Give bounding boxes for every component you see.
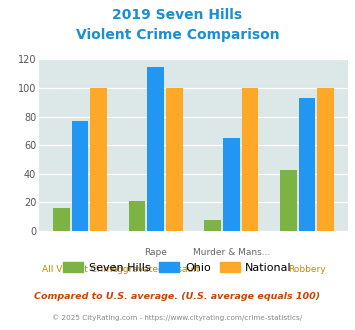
Text: Aggravated Assault: Aggravated Assault	[111, 265, 200, 274]
Bar	[223, 138, 240, 231]
Bar	[90, 88, 107, 231]
Bar	[280, 170, 297, 231]
Bar	[299, 98, 315, 231]
Text: Rape: Rape	[144, 248, 167, 257]
Bar	[72, 121, 88, 231]
Bar	[129, 201, 146, 231]
Legend: Seven Hills, Ohio, National: Seven Hills, Ohio, National	[59, 258, 296, 278]
Text: Murder & Mans...: Murder & Mans...	[193, 248, 270, 257]
Text: All Violent Crime: All Violent Crime	[42, 265, 118, 274]
Bar	[317, 88, 334, 231]
Text: Robbery: Robbery	[288, 265, 326, 274]
Bar	[204, 219, 221, 231]
Bar	[53, 208, 70, 231]
Text: 2019 Seven Hills: 2019 Seven Hills	[113, 8, 242, 22]
Bar	[166, 88, 182, 231]
Text: © 2025 CityRating.com - https://www.cityrating.com/crime-statistics/: © 2025 CityRating.com - https://www.city…	[53, 314, 302, 321]
Text: Violent Crime Comparison: Violent Crime Comparison	[76, 28, 279, 42]
Text: Compared to U.S. average. (U.S. average equals 100): Compared to U.S. average. (U.S. average …	[34, 292, 321, 301]
Bar	[147, 67, 164, 231]
Bar	[241, 88, 258, 231]
